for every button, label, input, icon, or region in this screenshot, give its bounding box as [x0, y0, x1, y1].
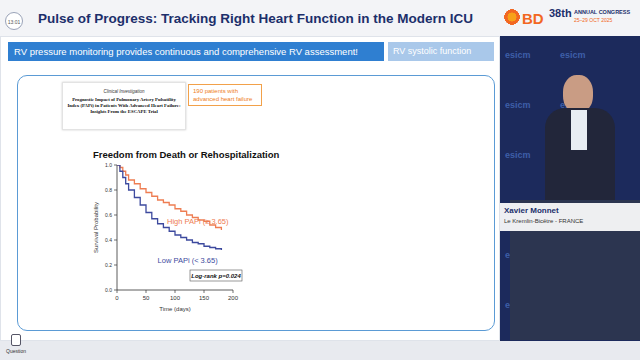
y-tick-label: 0.4 — [105, 237, 112, 243]
congress-number: 38th — [549, 7, 572, 19]
sponsor-logo: BD — [522, 10, 544, 27]
backdrop-logo: esicm — [505, 100, 531, 110]
y-tick — [114, 240, 117, 241]
backdrop-logo: esicm — [505, 50, 531, 60]
chart-title: Freedom from Death or Rehospitalization — [93, 149, 280, 160]
speaker-affiliation: Le Kremlin-Bicêtre - FRANCE — [504, 218, 583, 224]
paper-category: Clinical Investigation — [67, 89, 181, 94]
speaker-shirt — [571, 110, 587, 150]
backdrop-logo: esicm — [560, 50, 586, 60]
km-curve — [117, 165, 221, 250]
x-tick-label: 50 — [143, 295, 150, 301]
annotation-box — [190, 270, 242, 281]
y-tick-label: 0.2 — [105, 262, 112, 268]
y-tick-label: 1.0 — [105, 162, 112, 168]
paper-card: Clinical Investigation Prognostic Impact … — [62, 82, 186, 130]
annotation: Log-rank p=0.024 — [191, 273, 241, 279]
x-tick — [233, 290, 234, 293]
plot-area — [117, 165, 221, 250]
congress-dates: 25–29 OCT 2025 — [574, 17, 612, 23]
x-tick — [117, 290, 118, 293]
footer — [0, 341, 640, 360]
y-tick — [114, 265, 117, 266]
time-badge: 13:01 — [5, 12, 23, 30]
banner: RV pressure monitoring provides continuo… — [8, 42, 384, 61]
x-tick — [204, 290, 205, 293]
sponsor-sun — [503, 8, 521, 26]
x-tick-label: 200 — [228, 295, 239, 301]
series-label: High PAPi (≥ 3.65) — [167, 217, 229, 226]
x-tick — [146, 290, 147, 293]
y-tick — [114, 215, 117, 216]
y-tick-label: 0.0 — [105, 287, 112, 293]
x-axis-label: Time (days) — [159, 306, 190, 312]
x-tick-label: 0 — [115, 295, 119, 301]
x-tick-label: 100 — [170, 295, 181, 301]
congress-label: ANNUAL CONGRESS — [574, 9, 630, 15]
callout: 190 patients with advanced heart failure — [188, 84, 262, 106]
y-tick-label: 0.8 — [105, 187, 112, 193]
question-icon[interactable] — [11, 334, 21, 346]
y-tick — [114, 190, 117, 191]
series-label: Low PAPi (< 3.65) — [158, 256, 219, 265]
y-tick — [114, 165, 117, 166]
y-axis — [117, 165, 118, 290]
frame: 13:01 Pulse of Progress: Tracking Right H… — [0, 0, 640, 360]
section-tag: RV systolic function — [388, 42, 494, 61]
page-title: Pulse of Progress: Tracking Right Heart … — [38, 11, 473, 26]
y-tick — [114, 290, 117, 291]
x-tick — [175, 290, 176, 293]
y-tick-label: 0.6 — [105, 212, 112, 218]
backdrop-logo: esicm — [505, 150, 531, 160]
speaker-name: Xavier Monnet — [504, 206, 559, 215]
question-label: Question — [6, 348, 26, 354]
paper-title: Prognostic Impact of Pulmonary Artery Pu… — [67, 97, 181, 115]
x-tick-label: 150 — [199, 295, 210, 301]
y-axis-label: Survival Probability — [93, 202, 99, 253]
